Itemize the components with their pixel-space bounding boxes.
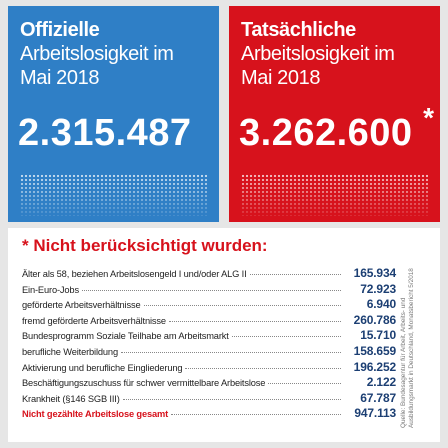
row-label: Nicht gezählte Arbeitslose gesamt: [22, 409, 169, 420]
row-value: 15.710: [360, 328, 396, 343]
row-value: 2.122: [366, 375, 396, 390]
official-number: 2.315.487: [18, 112, 192, 154]
footnote-mark: *: [423, 102, 434, 133]
row-label: fremd geförderte Arbeitsverhältnisse: [22, 315, 166, 326]
row-label: Älter als 58, beziehen Arbeitslosengeld …: [22, 269, 247, 279]
row-value: 165.934: [353, 266, 396, 280]
leader-dots: [171, 414, 341, 416]
row: berufliche Weiterbildung 158.659: [22, 344, 396, 360]
actual-number: 3.262.600: [239, 112, 413, 154]
leader-dots: [168, 320, 341, 322]
heading-line: Mai 2018: [20, 67, 100, 89]
row: Bundesprogramm Soziale Teilhabe am Arbei…: [22, 328, 396, 344]
row-value: 72.923: [360, 281, 396, 296]
dot-pattern: [20, 174, 207, 216]
dot-pattern: [241, 174, 428, 216]
leader-dots: [231, 336, 341, 338]
row-value: 196.252: [353, 359, 396, 374]
row-value: 6.940: [366, 297, 396, 312]
row: Älter als 58, beziehen Arbeitslosengeld …: [22, 266, 396, 282]
leader-dots: [249, 274, 341, 275]
official-box: Offizielle Arbeitslosigkeit im Mai 2018 …: [8, 6, 219, 222]
detail-panel: * Nicht berücksichtigt wurden: Älter als…: [8, 228, 440, 442]
official-heading: Offizielle Arbeitslosigkeit im Mai 2018: [20, 18, 174, 90]
leader-dots: [185, 367, 341, 369]
row-value: 947.113: [354, 406, 396, 421]
row-label: Beschäftigungszuschuss für schwer vermit…: [22, 378, 266, 389]
row-label: Bundesprogramm Soziale Teilhabe am Arbei…: [22, 331, 229, 342]
row-label: berufliche Weiterbildung: [22, 346, 118, 357]
row-label: Krankheit (§146 SGB III): [22, 393, 120, 404]
total-row: Nicht gezählte Arbeitslose gesamt 947.113: [22, 406, 396, 422]
row-value: 158.659: [353, 343, 396, 358]
row: Aktivierung und berufliche Eingliederung…: [22, 360, 396, 376]
row-value: 67.787: [360, 390, 396, 405]
row-label: Aktivierung und berufliche Eingliederung: [22, 362, 183, 373]
row-label: Ein-Euro-Jobs: [22, 284, 79, 295]
heading-line: Offizielle: [20, 19, 100, 41]
leader-dots: [143, 305, 341, 307]
heading-line: Arbeitslosigkeit im: [20, 43, 174, 65]
heading-line: Arbeitslosigkeit im: [241, 43, 395, 65]
row-list: Älter als 58, beziehen Arbeitslosengeld …: [22, 266, 396, 422]
leader-dots: [122, 398, 341, 400]
source-line: Ausbildungsmarkt in Deutschland, Monatsb…: [408, 268, 415, 428]
row: fremd geförderte Arbeitsverhältnisse 260.…: [22, 313, 396, 329]
leader-dots: [120, 351, 341, 353]
panel-title: * Nicht berücksichtigt wurden:: [22, 236, 268, 255]
heading-line: Tatsächliche: [241, 19, 356, 41]
source-line: Quelle: Bundesagentur für Arbeit, Arbeit…: [400, 297, 407, 428]
row: Beschäftigungszuschuss für schwer vermit…: [22, 375, 396, 391]
row: Ein-Euro-Jobs 72.923: [22, 282, 396, 298]
row-label: geförderte Arbeitsverhältnisse: [22, 300, 141, 311]
row-value: 260.786: [353, 312, 396, 327]
leader-dots: [81, 289, 341, 291]
actual-box: Tatsächliche Arbeitslosigkeit im Mai 201…: [229, 6, 440, 222]
row: geförderte Arbeitsverhältnisse 6.940: [22, 297, 396, 313]
heading-line: Mai 2018: [241, 67, 321, 89]
leader-dots: [268, 383, 341, 385]
source: Quelle: Bundesagentur für Arbeit, Arbeit…: [400, 228, 416, 428]
row: Krankheit (§146 SGB III) 67.787: [22, 391, 396, 407]
actual-heading: Tatsächliche Arbeitslosigkeit im Mai 201…: [241, 18, 395, 90]
